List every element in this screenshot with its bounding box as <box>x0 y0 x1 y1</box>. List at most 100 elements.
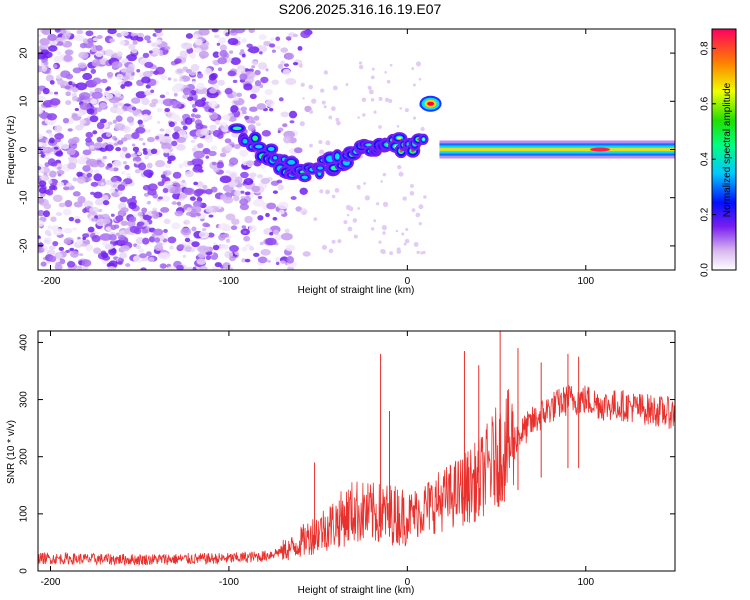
spectrogram-noise-cell <box>328 248 334 254</box>
spectrogram-noise-cell <box>144 155 149 160</box>
spectrogram-noise-cell <box>159 94 166 99</box>
spectrogram-noise-cell <box>411 208 416 213</box>
spectrogram-noise-cell <box>282 68 291 76</box>
spectrogram-noise-cell <box>209 87 217 94</box>
spectrogram-noise-cell <box>150 47 161 55</box>
spectrogram-noise-cell <box>48 245 56 251</box>
spectrogram-noise-cell <box>194 114 201 119</box>
spectrogram-noise-cell <box>382 201 389 208</box>
spectrogram-noise-cell <box>38 149 41 153</box>
spectrogram-noise-cell <box>110 213 115 217</box>
spectrogram-noise-cell <box>263 40 271 47</box>
spectrogram-noise-cell <box>230 29 236 34</box>
spectrogram-noise-cell <box>190 113 196 118</box>
spectrogram-noise-cell <box>195 212 201 217</box>
spectrogram-noise-cell <box>137 162 147 171</box>
snr-panel: -200 -100 0 100 0 100 200 300 400 Height of str… <box>6 330 676 596</box>
spectrogram-noise-cell <box>292 33 299 38</box>
spectrogram-noise-cell <box>55 74 63 80</box>
spectrogram-noise-cell <box>167 77 172 81</box>
spectrogram-noise-cell <box>137 211 144 217</box>
spectrogram-noise-cell <box>357 207 361 210</box>
spectrogram-noise-cell <box>224 138 232 144</box>
spectrogram-noise-cell <box>199 265 208 270</box>
spectrogram-noise-cell <box>259 241 264 246</box>
spectrogram-noise-cell <box>174 68 185 75</box>
spectrogram-noise-cell <box>225 213 236 221</box>
spectrogram-x-tick-label: -200 <box>40 276 60 287</box>
spectrogram-noise-cell <box>90 191 95 195</box>
spectrogram-noise-cell <box>423 195 427 199</box>
spectrogram-noise-cell <box>131 132 140 140</box>
spectrogram-noise-cell <box>180 42 193 50</box>
spectrogram-noise-cell <box>118 234 125 241</box>
spectrogram-noise-cell <box>57 173 62 177</box>
spectrogram-noise-cell <box>77 196 86 204</box>
spectrogram-noise-cell <box>191 147 197 152</box>
spectrogram-noise-cell <box>157 120 161 124</box>
spectrogram-noise-cell <box>192 104 197 108</box>
spectrogram-noise-cell <box>347 226 353 232</box>
snr-x-tick-label: -200 <box>40 577 60 588</box>
spectrogram-noise-cell <box>83 200 94 209</box>
spectrogram-noise-cell <box>219 49 228 58</box>
spectrogram-noise-cell <box>257 62 268 70</box>
spectrogram-noise-cell <box>319 189 324 194</box>
spectrogram-noise-cell <box>94 142 103 149</box>
spectrogram-noise-cell <box>229 267 233 270</box>
spectrogram-noise-cell <box>232 79 238 83</box>
spectrogram-noise-cell <box>43 61 49 66</box>
spectrogram-noise-cell <box>197 245 210 254</box>
spectrogram-noise-cell <box>272 216 278 221</box>
spectrogram-noise-cell <box>131 143 136 147</box>
spectrogram-noise-cell <box>415 61 422 67</box>
spectrogram-noise-cell <box>276 179 283 184</box>
spectrogram-noise-cell <box>85 30 94 37</box>
spectrogram-noise-cell <box>112 119 117 124</box>
snr-y-ticks: 0 100 200 300 400 <box>19 334 675 574</box>
spectrogram-noise-cell <box>72 227 77 231</box>
spectrogram-noise-cell <box>222 114 231 121</box>
spectrogram-noise-cell <box>212 244 220 251</box>
spectrogram-noise-cell <box>79 119 87 125</box>
spectrogram-noise-cell <box>240 171 249 179</box>
snr-y-tick-label: 0 <box>19 568 30 574</box>
spectrogram-noise-cell <box>292 61 299 66</box>
spectrogram-noise-cell <box>90 98 98 105</box>
spectrogram-noise-cell <box>191 158 204 167</box>
spectrogram-noise-cell <box>352 218 358 223</box>
spectrogram-noise-cell <box>265 99 275 108</box>
spectrogram-content <box>38 29 675 270</box>
spectrogram-noise-cell <box>159 263 167 269</box>
spectrogram-noise-cell <box>67 128 73 132</box>
spectrogram-noise-cell <box>163 148 170 154</box>
spectrogram-noise-cell <box>47 233 52 237</box>
spectrogram-noise-cell <box>251 65 256 69</box>
spectrogram-noise-cell <box>86 108 95 115</box>
spectrogram-noise-cell <box>253 252 260 257</box>
spectrogram-noise-cell <box>77 156 88 165</box>
spectrogram-noise-cell <box>171 140 178 147</box>
spectrogram-noise-cell <box>280 60 286 65</box>
spectrogram-noise-cell <box>49 98 61 106</box>
spectrogram-noise-cell <box>163 228 168 234</box>
spectrogram-noise-cell <box>49 170 57 178</box>
spectrogram-noise-cell <box>399 107 403 110</box>
spectrogram-noise-cell <box>142 257 149 262</box>
spectrogram-noise-cell <box>125 153 131 159</box>
spectrogram-noise-cell <box>395 229 399 233</box>
spectrogram-noise-cell <box>241 37 247 43</box>
spectrogram-noise-cell <box>244 258 251 263</box>
spectrogram-noise-cell <box>53 55 63 64</box>
spectrogram-noise-cell <box>218 169 224 174</box>
spectrogram-noise-cell <box>121 170 126 175</box>
spectrogram-noise-cell <box>418 204 424 210</box>
spectrogram-noise-cell <box>245 160 255 166</box>
spectrogram-noise-cell <box>195 188 205 195</box>
spectrogram-noise-cell <box>208 150 217 157</box>
spectrogram-noise-cell <box>105 144 114 152</box>
spectrogram-noise-cell <box>196 182 204 188</box>
spectrogram-noise-cell <box>169 245 174 250</box>
spectrogram-noise-cell <box>218 234 226 241</box>
spectrogram-noise-cell <box>271 49 276 53</box>
